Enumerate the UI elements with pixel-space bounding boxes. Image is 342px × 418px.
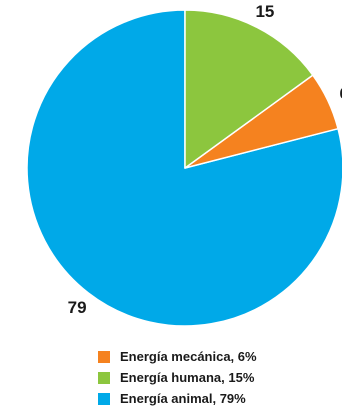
pie-value-labels: 79 6 15 bbox=[68, 2, 342, 317]
legend-item-mecanica: Energía mecánica, 6% bbox=[98, 346, 257, 367]
chart-legend: Energía mecánica, 6% Energía humana, 15%… bbox=[98, 346, 257, 409]
pie-value-label-1: 6 bbox=[339, 84, 342, 103]
legend-item-humana: Energía humana, 15% bbox=[98, 367, 257, 388]
legend-swatch-humana bbox=[98, 371, 110, 384]
pie-value-label-2: 15 bbox=[255, 2, 274, 21]
pie-chart: 79 6 15 bbox=[26, 2, 342, 327]
pie-slice-2 bbox=[184, 9, 314, 169]
legend-label-mecanica: Energía mecánica, 6% bbox=[120, 349, 257, 364]
pie-value-label-0: 79 bbox=[68, 298, 87, 317]
legend-swatch-animal bbox=[98, 392, 110, 405]
legend-label-animal: Energía animal, 79% bbox=[120, 391, 246, 406]
legend-label-humana: Energía humana, 15% bbox=[120, 370, 255, 385]
legend-item-animal: Energía animal, 79% bbox=[98, 388, 257, 409]
legend-swatch-mecanica bbox=[98, 350, 110, 363]
pie-slices bbox=[26, 9, 342, 327]
